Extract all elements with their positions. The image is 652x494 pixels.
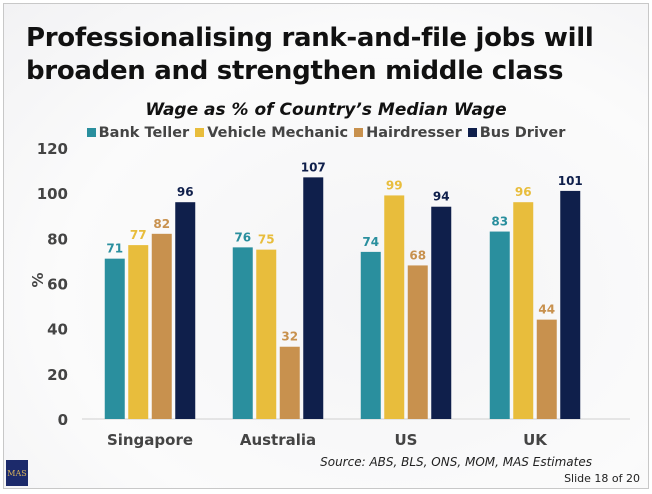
x-tick-label: Singapore <box>107 431 193 449</box>
bar-bus-driver <box>175 202 196 419</box>
bar-bus-driver <box>303 177 324 419</box>
chart-legend: Bank Teller Vehicle Mechanic Hairdresser Bu… <box>0 125 652 141</box>
legend-item: Bank Teller <box>86 125 190 141</box>
bar-hairdresser <box>279 346 300 419</box>
bar-vehicle-mechanic <box>384 195 405 419</box>
legend-label: Bus Driver <box>479 125 566 141</box>
data-label: 94 <box>433 190 450 204</box>
data-label: 44 <box>538 303 555 317</box>
data-label: 101 <box>558 174 583 188</box>
legend-item: Vehicle Mechanic <box>195 125 348 141</box>
bar-bank-teller <box>232 247 253 419</box>
bar-bank-teller <box>360 251 381 419</box>
legend-swatch <box>354 128 364 137</box>
bar-vehicle-mechanic <box>128 245 149 419</box>
legend-swatch <box>467 128 477 137</box>
data-label: 32 <box>281 330 298 344</box>
data-label: 107 <box>301 160 326 174</box>
y-tick-label: 120 <box>37 140 68 158</box>
bar-hairdresser <box>151 233 172 419</box>
y-tick-label: 20 <box>47 366 68 384</box>
y-axis-label: % <box>29 272 47 287</box>
data-label: 71 <box>106 242 123 256</box>
mas-logo: MAS <box>6 460 28 486</box>
bar-vehicle-mechanic <box>513 202 534 419</box>
legend-item: Bus Driver <box>467 125 566 141</box>
legend-swatch <box>195 128 205 137</box>
bar-bank-teller <box>104 258 125 419</box>
data-label: 99 <box>386 178 403 192</box>
bar-hairdresser <box>536 319 557 419</box>
data-label: 68 <box>409 248 426 262</box>
slide-number: Slide 18 of 20 <box>564 472 640 485</box>
slide-title: Professionalising rank-and-file jobs wil… <box>26 23 594 86</box>
x-tick-label: US <box>395 431 418 449</box>
data-label: 75 <box>258 233 275 247</box>
bar-vehicle-mechanic <box>256 249 277 419</box>
data-label: 82 <box>153 217 170 231</box>
y-tick-label: 0 <box>58 411 68 429</box>
data-label: 96 <box>515 185 532 199</box>
y-tick-label: 100 <box>37 185 68 203</box>
data-label: 83 <box>491 215 508 229</box>
legend-label: Hairdresser <box>366 125 462 141</box>
source-note: Source: ABS, BLS, ONS, MOM, MAS Estimate… <box>320 455 592 469</box>
legend-label: Bank Teller <box>98 125 190 141</box>
y-tick-label: 60 <box>47 276 68 294</box>
data-label: 74 <box>362 235 379 249</box>
data-label: 76 <box>234 230 251 244</box>
bar-bus-driver <box>560 190 581 419</box>
bar-bus-driver <box>431 206 452 419</box>
legend-item: Hairdresser <box>354 125 462 141</box>
x-tick-label: Australia <box>240 431 316 449</box>
data-label: 96 <box>177 185 194 199</box>
x-tick-label: UK <box>523 431 548 449</box>
bar-bank-teller <box>489 231 510 419</box>
data-label: 77 <box>130 228 147 242</box>
legend-swatch <box>86 128 96 137</box>
y-tick-label: 40 <box>47 321 68 339</box>
bar-hairdresser <box>407 265 428 419</box>
chart-title: Wage as % of Country’s Median Wage <box>145 100 507 120</box>
y-tick-label: 80 <box>47 230 68 248</box>
legend-label: Vehicle Mechanic <box>207 125 349 141</box>
